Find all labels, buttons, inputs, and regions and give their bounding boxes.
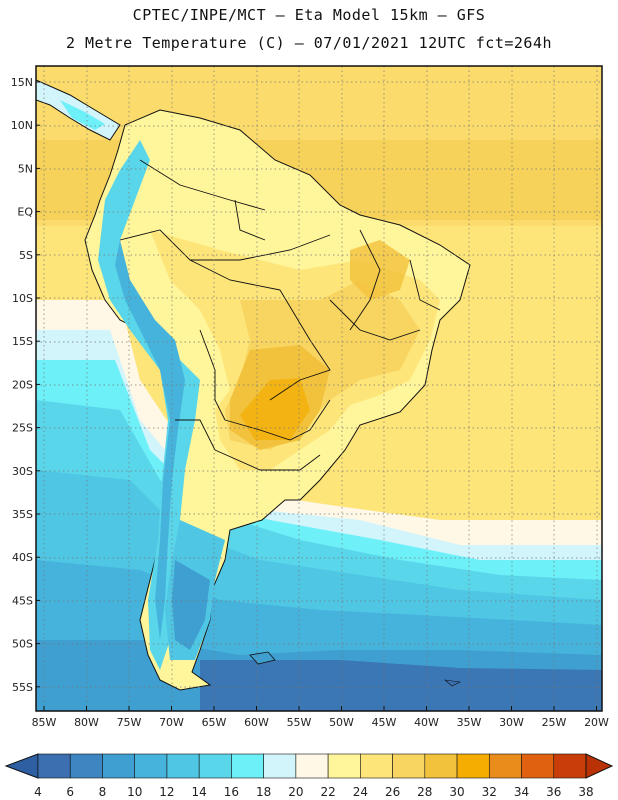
colorbar-label: 26: [385, 785, 400, 799]
lon-label: 40W: [414, 716, 439, 729]
lon-label: 80W: [74, 716, 99, 729]
colorbar-label: 34: [514, 785, 529, 799]
lon-label: 30W: [499, 716, 524, 729]
lat-label: 55S: [12, 681, 33, 694]
lat-label: 25S: [12, 422, 33, 435]
latitude-labels: 15N 10N 5N EQ 5S 10S 15S 20S 25S 30S 35S 40S 45S 50S 5…: [11, 76, 40, 694]
lon-label: 85W: [32, 716, 57, 729]
colorbar-label: 8: [99, 785, 107, 799]
colorbar-swatch: [327, 753, 361, 779]
lat-label: 40S: [12, 551, 33, 564]
colorbar-swatch: [456, 753, 490, 779]
lat-label: 5N: [18, 162, 33, 175]
lat-label: 50S: [12, 638, 33, 651]
chart-title-line2: 2 Metre Temperature (C) – 07/01/2021 12U…: [65, 34, 553, 52]
lon-label: 25W: [542, 716, 567, 729]
lon-label: 75W: [117, 716, 142, 729]
lon-label: 70W: [159, 716, 184, 729]
lon-label: 45W: [372, 716, 397, 729]
colorbar-label: 24: [353, 785, 368, 799]
longitude-labels: 85W 80W 75W 70W 65W 60W 55W 50W 45W 40W 35W 30W 25W 2…: [32, 706, 609, 729]
lon-label: 55W: [287, 716, 312, 729]
chart-title-line1: CPTEC/INPE/MCT – Eta Model 15km – GFS: [132, 6, 486, 24]
colorbar-label: 30: [449, 785, 464, 799]
colorbar-swatch: [69, 753, 103, 779]
colorbar-label: 20: [288, 785, 303, 799]
colorbar-label: 28: [417, 785, 432, 799]
colorbar-swatch: [102, 753, 136, 779]
colorbar-label: 14: [192, 785, 207, 799]
colorbar-label: 18: [256, 785, 271, 799]
colorbar-label: 16: [224, 785, 239, 799]
lon-label: 20W: [584, 716, 609, 729]
lat-label: 10N: [11, 119, 33, 132]
lon-label: 65W: [202, 716, 227, 729]
lat-label: 15N: [11, 76, 33, 89]
colorbar-swatch: [166, 753, 200, 779]
colorbar-swatch: [295, 753, 329, 779]
map-frame: [35, 65, 603, 712]
colorbar-swatch: [488, 753, 522, 779]
colorbar-label: 36: [546, 785, 561, 799]
colorbar-swatch: [198, 753, 232, 779]
colorbar-swatch: [553, 753, 587, 779]
colorbar-swatch: [263, 753, 297, 779]
colorbar-low-arrow: [4, 753, 39, 779]
colorbar-label: 22: [320, 785, 335, 799]
colorbar-swatch: [521, 753, 555, 779]
lat-label: EQ: [17, 206, 33, 219]
colorbar-label: 6: [66, 785, 74, 799]
lat-label: 45S: [12, 594, 33, 607]
map-field: [36, 66, 602, 711]
colorbar-swatch: [424, 753, 458, 779]
colorbar-label: 38: [578, 785, 593, 799]
country-borders: [119, 159, 441, 471]
lon-label: 35W: [457, 716, 482, 729]
colorbar: 4 6 8 10 12 14 16 18 20 22 24 26 28 30 32 34 36 38: [4, 753, 614, 799]
lat-label: 30S: [12, 465, 33, 478]
lon-label: 50W: [329, 716, 354, 729]
colorbar-label: 10: [127, 785, 142, 799]
colorbar-swatch: [37, 753, 71, 779]
colorbar-swatch: [392, 753, 426, 779]
lat-label: 5S: [19, 249, 33, 262]
lat-label: 10S: [12, 292, 33, 305]
colorbar-swatch: [231, 753, 264, 779]
lat-label: 15S: [12, 335, 33, 348]
colorbar-label: 4: [34, 785, 42, 799]
lat-label: 35S: [12, 508, 33, 521]
colorbar-swatch: [360, 753, 393, 779]
lat-label: 20S: [12, 378, 33, 391]
colorbar-swatch: [134, 753, 168, 779]
lon-label: 60W: [244, 716, 269, 729]
colorbar-label: 32: [482, 785, 497, 799]
colorbar-high-arrow: [585, 753, 614, 779]
colorbar-label: 12: [159, 785, 174, 799]
